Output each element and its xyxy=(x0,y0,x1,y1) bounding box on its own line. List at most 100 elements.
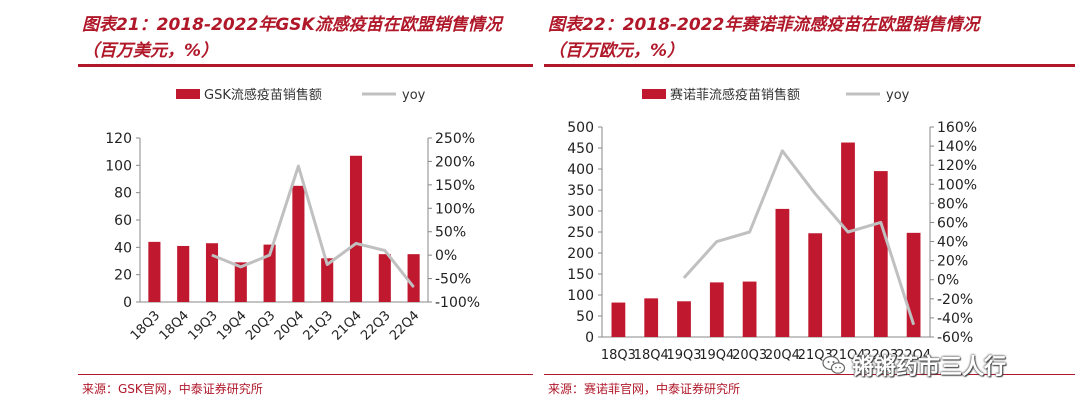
right-yoy-point xyxy=(814,193,816,195)
left-yoy-point xyxy=(413,286,415,288)
right-y-tick-label: 500 xyxy=(567,120,594,136)
right-legend-line-label: yoy xyxy=(886,88,910,103)
left-x-tick-label: 21Q3 xyxy=(301,308,336,343)
right-y-tick-label: 150 xyxy=(567,267,594,283)
right-yoy-line xyxy=(682,149,916,326)
left-bar xyxy=(349,155,363,302)
left-x-tick-label: 19Q4 xyxy=(214,308,249,343)
left-y2-tick-label: 150% xyxy=(435,178,475,194)
left-y-tick-label: 80 xyxy=(114,186,132,202)
right-y-tick-label: 0 xyxy=(585,330,594,346)
right-chart-panel: 图表22：2018-2022年赛诺菲流感疫苗在欧盟销售情况 （百万欧元，%） 赛… xyxy=(540,0,1080,410)
right-x-tick-label: 22Q4 xyxy=(896,348,931,363)
left-bar xyxy=(177,245,190,302)
watermark-text: 锵锵药市三人行 xyxy=(852,355,1007,380)
right-y-tick-label: 250 xyxy=(567,225,594,241)
right-y-tick-label: 200 xyxy=(567,246,594,262)
right-bar xyxy=(644,298,659,337)
wechat-icon xyxy=(822,355,846,374)
left-x-tick-label: 20Q4 xyxy=(272,308,307,343)
left-x-tick-label: 20Q3 xyxy=(243,308,278,343)
right-chart: 赛诺菲流感疫苗销售额 yoy 0 50 100 150 200 250 300 350 400 450… xyxy=(567,87,977,363)
right-y2-tick-label: 60% xyxy=(937,215,968,231)
left-yoy-point xyxy=(355,242,357,244)
right-x-tick-label: 21Q4 xyxy=(830,348,865,363)
right-y-tick-label: 400 xyxy=(567,162,594,178)
right-y2-tick-label: -60% xyxy=(937,330,973,346)
right-source-note: 来源：赛诺菲官网，中泰证券研究所 xyxy=(548,382,741,396)
left-y2-tick-label: 250% xyxy=(435,131,475,147)
watermark: 锵锵药市三人行 xyxy=(822,350,1072,380)
right-y2-tick-label: 100% xyxy=(937,177,977,193)
left-yoy-point xyxy=(384,249,386,251)
left-y-tick-label: 100 xyxy=(105,158,132,174)
left-source-note: 来源：GSK官网，中泰证券研究所 xyxy=(82,382,263,396)
left-y2-tick-label: 200% xyxy=(435,154,475,170)
right-bar xyxy=(775,208,790,337)
left-yoy-point xyxy=(326,264,328,266)
right-x-tick-label: 18Q4 xyxy=(634,348,669,363)
right-x-tick-label: 22Q3 xyxy=(863,348,898,363)
right-y2-tick-label: 0% xyxy=(937,273,959,289)
left-bar xyxy=(378,254,391,302)
right-y2-tick-label: 40% xyxy=(937,235,968,251)
right-yoy-point xyxy=(683,277,685,279)
right-bar xyxy=(841,142,855,337)
left-x-tick-label: 18Q4 xyxy=(157,308,192,343)
right-chart-subtitle: （百万欧元，%） xyxy=(548,41,685,61)
left-title-rule xyxy=(78,64,533,67)
left-yoy-point xyxy=(297,165,299,167)
right-x-tick-label: 19Q3 xyxy=(666,348,701,363)
right-bar xyxy=(709,282,724,337)
right-bar xyxy=(611,302,626,337)
left-x-tick-label: 21Q4 xyxy=(329,308,364,343)
left-y-tick-label: 120 xyxy=(105,131,132,147)
left-x-tick-label: 22Q3 xyxy=(358,308,393,343)
left-bar xyxy=(407,254,420,302)
right-yoy-point xyxy=(913,324,915,326)
left-y-tick-label: 40 xyxy=(114,240,132,256)
right-y-tick-label: 300 xyxy=(567,204,594,220)
left-chart-panel: 图表21：2018-2022年GSK流感疫苗在欧盟销售情况 （百万美元，%） G… xyxy=(78,15,533,396)
right-y-tick-label: 100 xyxy=(567,288,594,304)
right-x-tick-label: 18Q3 xyxy=(601,348,636,363)
right-y2-tick-label: -40% xyxy=(937,311,973,327)
right-yoy-point xyxy=(749,231,751,233)
left-bar xyxy=(321,258,334,302)
right-y2-tick-label: 20% xyxy=(937,254,968,270)
left-bar xyxy=(234,262,247,302)
right-y-tick-label: 450 xyxy=(567,141,594,157)
right-yoy-point xyxy=(847,231,849,233)
left-yoy-point xyxy=(240,266,242,268)
left-bar xyxy=(205,243,219,302)
left-legend-bar-swatch xyxy=(176,89,200,99)
left-yoy-line xyxy=(211,164,415,288)
left-bar xyxy=(263,244,276,302)
left-y2-tick-label: 100% xyxy=(435,201,475,217)
left-y-tick-label: 60 xyxy=(114,213,132,229)
right-bar xyxy=(808,233,823,337)
right-bar xyxy=(873,171,888,337)
right-x-tick-label: 19Q4 xyxy=(699,348,734,363)
right-legend-bar-label: 赛诺菲流感疫苗销售额 xyxy=(670,87,800,103)
right-chart-title: 图表22：2018-2022年赛诺菲流感疫苗在欧盟销售情况 xyxy=(548,15,980,35)
left-x-tick-label: 19Q3 xyxy=(185,308,220,343)
right-bar xyxy=(742,281,757,337)
left-bar xyxy=(148,241,161,302)
left-chart-title: 图表21：2018-2022年GSK流感疫苗在欧盟销售情况 xyxy=(82,15,502,35)
left-chart: GSK流感疫苗销售额 yoy 0 20 40 60 80 100 120 -100% -50% 0% 5… xyxy=(105,87,480,344)
left-legend-line-label: yoy xyxy=(402,88,426,103)
right-y-tick-label: 350 xyxy=(567,183,594,199)
right-y2-tick-label: 140% xyxy=(937,139,977,155)
left-x-tick-label: 22Q4 xyxy=(387,308,422,343)
right-yoy-point xyxy=(781,150,783,152)
left-y2-tick-label: 0% xyxy=(435,248,457,264)
left-x-tick-label: 18Q3 xyxy=(128,308,163,343)
right-yoy-point xyxy=(880,221,882,223)
right-y2-tick-label: 80% xyxy=(937,196,968,212)
left-bar xyxy=(292,185,305,302)
right-source-rule xyxy=(544,374,1075,375)
right-x-tick-label: 20Q4 xyxy=(765,348,800,363)
left-y2-tick-label: -50% xyxy=(435,272,471,288)
right-title-rule xyxy=(544,64,1075,67)
